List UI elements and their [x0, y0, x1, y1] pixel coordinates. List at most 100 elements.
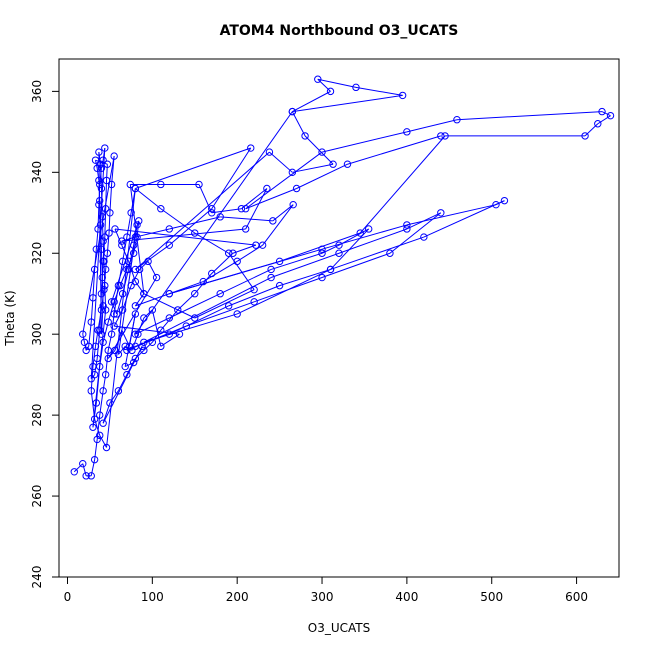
- data-point: [500, 196, 509, 205]
- series-segment: [99, 342, 104, 367]
- y-tick-label: 360: [30, 80, 44, 103]
- series-segment: [270, 252, 340, 279]
- series-segment: [495, 200, 505, 206]
- data-point: [99, 302, 107, 310]
- series-segment: [88, 321, 92, 347]
- x-tick-label: 500: [480, 590, 503, 604]
- data-point: [102, 176, 111, 185]
- series-segment: [90, 297, 94, 323]
- data-point: [96, 221, 105, 229]
- series-segment: [160, 208, 196, 234]
- series-segment: [168, 208, 213, 246]
- data-point: [216, 290, 224, 298]
- data-point: [107, 180, 116, 189]
- data-point: [101, 205, 110, 213]
- data-point: [118, 326, 126, 334]
- series-segment: [338, 228, 408, 254]
- chart-title: ATOM4 Northbound O3_UCATS: [220, 23, 459, 39]
- series-segment: [194, 289, 255, 319]
- data-point: [97, 164, 106, 172]
- series-segment: [330, 236, 425, 270]
- series-segment: [232, 244, 257, 254]
- series-segment: [99, 390, 104, 416]
- data-point: [131, 354, 140, 363]
- data-point: [96, 326, 104, 334]
- series-segment: [220, 216, 273, 222]
- data-point: [148, 306, 157, 314]
- data-point: [94, 225, 102, 233]
- series-segment: [143, 309, 153, 319]
- data-point: [129, 249, 138, 257]
- series-segment: [102, 346, 143, 424]
- series-segment: [219, 268, 272, 295]
- y-tick-label: 340: [30, 161, 44, 184]
- series-segment: [105, 350, 109, 375]
- series-segment: [160, 309, 179, 331]
- data-point: [96, 411, 104, 419]
- data-point: [165, 241, 174, 249]
- data-point: [131, 184, 140, 193]
- data-point: [97, 245, 106, 253]
- data-point: [208, 205, 216, 213]
- y-tick-label: 240: [30, 566, 44, 589]
- series-segment: [135, 350, 145, 359]
- data-point: [267, 273, 275, 282]
- data-point: [175, 330, 184, 338]
- series-segment: [291, 111, 306, 137]
- data-point: [437, 132, 445, 140]
- data-point: [152, 273, 161, 282]
- series-segment: [317, 78, 357, 88]
- data-point: [335, 241, 343, 249]
- data-point: [87, 472, 95, 480]
- x-tick-label: 200: [226, 590, 249, 604]
- series-segment: [143, 313, 238, 343]
- series-segment: [228, 285, 280, 307]
- data-point: [267, 265, 275, 274]
- data-point: [157, 326, 165, 334]
- data-point: [97, 290, 106, 298]
- data-point: [103, 249, 112, 257]
- data-point: [403, 221, 411, 229]
- series-segment: [122, 269, 130, 294]
- series-segment: [269, 151, 293, 173]
- data-point: [99, 156, 107, 164]
- series-segment: [106, 164, 108, 181]
- series-segment: [99, 435, 107, 448]
- y-tick-label: 280: [30, 404, 44, 427]
- data-point: [99, 387, 107, 395]
- series-segment: [135, 147, 251, 189]
- data-point: [318, 273, 326, 282]
- data-point: [216, 213, 224, 221]
- series-segment: [96, 415, 101, 440]
- data-point: [101, 370, 110, 379]
- data-point: [118, 237, 126, 245]
- data-point: [110, 298, 118, 306]
- series-segment: [92, 269, 96, 298]
- series-segment: [114, 228, 256, 246]
- series-segment: [601, 111, 611, 117]
- data-point: [84, 342, 93, 351]
- data-point: [131, 277, 140, 286]
- series-segment: [111, 301, 118, 315]
- data-point: [99, 237, 107, 245]
- series-segment: [584, 123, 599, 137]
- series-segment: [359, 135, 446, 234]
- x-axis-label: O3_UCATS: [308, 621, 370, 635]
- data-point: [275, 281, 284, 290]
- data-point: [229, 249, 237, 257]
- y-tick-label: 260: [30, 485, 44, 508]
- series-segment: [292, 90, 331, 113]
- data-point: [92, 245, 101, 253]
- series-segment: [105, 180, 108, 209]
- series-segment: [245, 151, 323, 210]
- data-point: [131, 233, 140, 241]
- series-segment: [194, 232, 229, 254]
- data-point: [82, 346, 90, 355]
- data-point: [140, 314, 148, 322]
- data-point: [135, 217, 143, 225]
- data-point: [191, 290, 199, 298]
- data-point: [107, 330, 116, 338]
- data-point: [98, 273, 106, 282]
- series-segment: [122, 285, 132, 311]
- series-segment: [134, 281, 145, 295]
